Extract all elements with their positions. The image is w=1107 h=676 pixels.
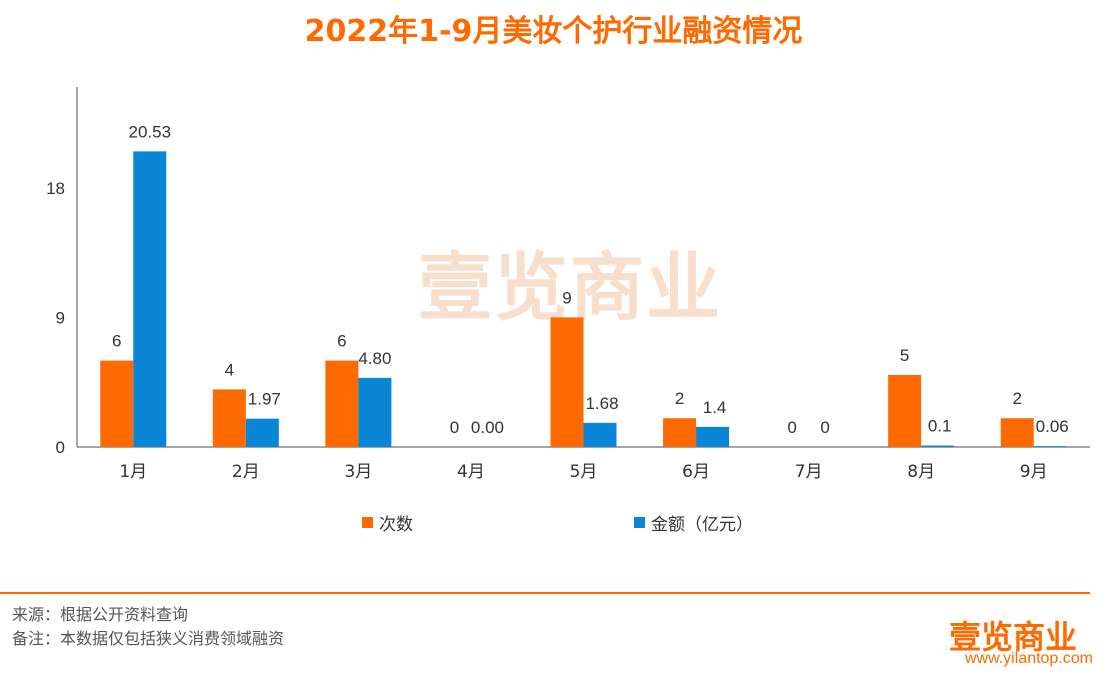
x-tick-label: 4月 bbox=[457, 462, 485, 482]
data-label-count: 0 bbox=[450, 418, 459, 437]
x-tick-label: 5月 bbox=[570, 462, 598, 482]
legend-label-count: 次数 bbox=[379, 515, 413, 535]
bar-chart: 0 9 18 6 20.53 1月 4 1.97 2月 6 4.80 3月 0 0.00 4月 9 1.68 5月… bbox=[46, 87, 1090, 482]
legend-swatch-count bbox=[362, 517, 373, 528]
watermark-logo: 壹览商业 bbox=[418, 245, 722, 331]
y-tick-label: 0 bbox=[56, 438, 65, 457]
bar-amount bbox=[696, 426, 730, 447]
y-tick-label: 18 bbox=[46, 179, 65, 198]
data-label-amount: 0.1 bbox=[928, 417, 952, 436]
bar-count bbox=[212, 389, 246, 447]
data-label-count: 9 bbox=[562, 288, 571, 307]
bar-count bbox=[663, 418, 697, 447]
chart-title: 2022年1-9月美妆个护行业融资情况 bbox=[304, 14, 803, 49]
bar-amount bbox=[583, 422, 617, 447]
x-tick-label: 6月 bbox=[682, 462, 710, 482]
data-label-amount: 0 bbox=[820, 418, 829, 437]
data-label-count: 2 bbox=[675, 389, 684, 408]
bar-count bbox=[888, 375, 922, 447]
data-label-count: 6 bbox=[112, 332, 121, 351]
bar-amount bbox=[133, 151, 167, 448]
data-label-count: 2 bbox=[1012, 389, 1021, 408]
brand-url: www.yilantop.com bbox=[964, 650, 1093, 667]
bar-count bbox=[100, 360, 134, 447]
source-note: 来源：根据公开资料查询 bbox=[12, 605, 189, 624]
x-tick-label: 1月 bbox=[119, 462, 147, 482]
data-label-amount: 1.4 bbox=[703, 398, 727, 417]
bar-count bbox=[325, 360, 359, 447]
bar-count bbox=[1000, 418, 1034, 447]
legend-swatch-amount bbox=[634, 517, 645, 528]
legend-label-amount: 金额（亿元） bbox=[651, 515, 753, 535]
data-label-amount: 0.06 bbox=[1036, 417, 1069, 436]
bar-amount bbox=[1033, 446, 1067, 447]
bar-amount bbox=[358, 377, 392, 447]
y-tick-label: 9 bbox=[56, 308, 65, 327]
data-label-amount: 20.53 bbox=[129, 122, 172, 141]
data-label-amount: 1.97 bbox=[248, 390, 281, 409]
brand-logo: 壹览商业 bbox=[948, 618, 1077, 656]
data-label-count: 5 bbox=[900, 346, 909, 365]
x-tick-label: 8月 bbox=[907, 462, 935, 482]
data-label-count: 0 bbox=[787, 418, 796, 437]
data-label-amount: 1.68 bbox=[585, 394, 618, 413]
data-label-count: 4 bbox=[225, 360, 234, 379]
remark-note: 备注：本数据仅包括狭义消费领域融资 bbox=[12, 629, 285, 648]
legend-item-count: 次数 bbox=[362, 510, 413, 535]
bar-amount bbox=[245, 418, 279, 447]
bar-count bbox=[550, 317, 584, 447]
data-label-amount: 0.00 bbox=[471, 418, 504, 437]
data-label-count: 6 bbox=[337, 332, 346, 351]
x-tick-label: 2月 bbox=[232, 462, 260, 482]
bar-amount bbox=[921, 445, 955, 447]
data-label-amount: 4.80 bbox=[358, 349, 391, 368]
x-tick-label: 3月 bbox=[344, 462, 372, 482]
footer-divider bbox=[0, 592, 1090, 594]
x-tick-label: 9月 bbox=[1020, 462, 1048, 482]
legend-item-amount: 金额（亿元） bbox=[634, 510, 753, 535]
x-tick-label: 7月 bbox=[795, 462, 823, 482]
